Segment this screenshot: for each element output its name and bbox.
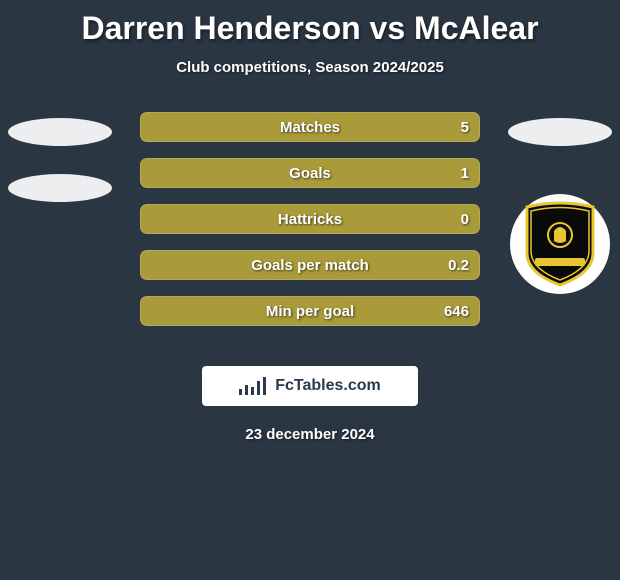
footer-date: 23 december 2024 — [0, 426, 620, 443]
stat-value: 5 — [461, 113, 469, 141]
stat-bar-min-per-goal: Min per goal 646 — [140, 296, 480, 326]
stats-bars: Matches 5 Goals 1 Hattricks 0 Goals per … — [140, 112, 480, 326]
stat-value: 646 — [444, 297, 469, 325]
branding-box: FcTables.com — [202, 366, 418, 406]
stat-bar-goals: Goals 1 — [140, 158, 480, 188]
branding-label: FcTables.com — [275, 377, 381, 395]
player-right-column — [500, 112, 620, 294]
shield-icon — [523, 201, 597, 287]
stat-label: Goals — [289, 165, 331, 182]
stat-label: Min per goal — [266, 303, 354, 320]
player-left-placeholder-2 — [8, 174, 112, 202]
player-left-placeholder-1 — [8, 118, 112, 146]
stat-bar-hattricks: Hattricks 0 — [140, 204, 480, 234]
stat-label: Hattricks — [278, 211, 342, 228]
stat-bar-goals-per-match: Goals per match 0.2 — [140, 250, 480, 280]
player-left-column — [0, 112, 120, 202]
bar-chart-icon — [239, 377, 269, 395]
club-badge-right — [510, 194, 610, 294]
stat-value: 0 — [461, 205, 469, 233]
stat-label: Goals per match — [251, 257, 369, 274]
page-title: Darren Henderson vs McAlear — [0, 0, 620, 47]
stat-value: 1 — [461, 159, 469, 187]
page-subtitle: Club competitions, Season 2024/2025 — [0, 59, 620, 76]
stat-label: Matches — [280, 119, 340, 136]
stats-area: Matches 5 Goals 1 Hattricks 0 Goals per … — [0, 112, 620, 352]
player-right-placeholder — [508, 118, 612, 146]
stat-value: 0.2 — [448, 251, 469, 279]
stat-bar-matches: Matches 5 — [140, 112, 480, 142]
